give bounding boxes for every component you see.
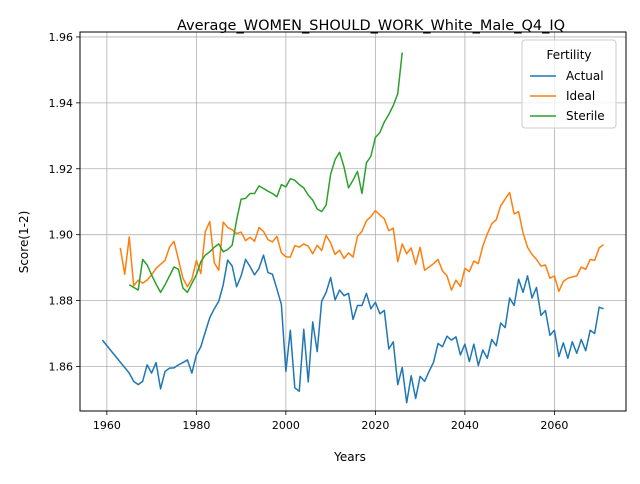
y-tick-label: 1.88: [49, 295, 74, 308]
x-tick-label: 1960: [93, 419, 121, 432]
x-tick-label: 2040: [451, 419, 479, 432]
legend-box: [521, 39, 617, 129]
legend-label-ideal: Ideal: [566, 89, 595, 103]
y-tick-label: 1.94: [49, 97, 74, 110]
y-tick-label: 1.92: [49, 163, 74, 176]
legend: Fertility Actual Ideal Sterile: [521, 39, 617, 129]
series-line-sterile: [128, 52, 403, 294]
series-line-actual: [101, 254, 604, 404]
y-tick-label: 1.86: [49, 361, 74, 374]
legend-title: Fertility: [546, 48, 591, 62]
series-lines: [101, 52, 605, 404]
chart-title: Average_WOMEN_SHOULD_WORK_White_Male_Q4_…: [177, 18, 565, 34]
series-line-ideal: [119, 191, 605, 293]
y-tick-label: 1.90: [49, 229, 74, 242]
x-tick-label: 2020: [361, 419, 389, 432]
legend-label-sterile: Sterile: [566, 109, 605, 123]
y-tick-label: 1.96: [49, 31, 74, 44]
x-tick-label: 2000: [272, 419, 300, 432]
axis-ticks: 1960 1980 2000 2020 2040 2060 1.86 1.88 1.90 1.92…: [49, 31, 569, 432]
x-axis-label: Years: [333, 450, 366, 464]
legend-label-actual: Actual: [566, 69, 604, 83]
plot-frame: [79, 31, 627, 412]
x-tick-label: 1980: [182, 419, 210, 432]
y-axis-label: Score(1-2): [17, 211, 31, 274]
legend-items: Actual Ideal Sterile: [530, 69, 605, 123]
x-tick-label: 2060: [540, 419, 568, 432]
